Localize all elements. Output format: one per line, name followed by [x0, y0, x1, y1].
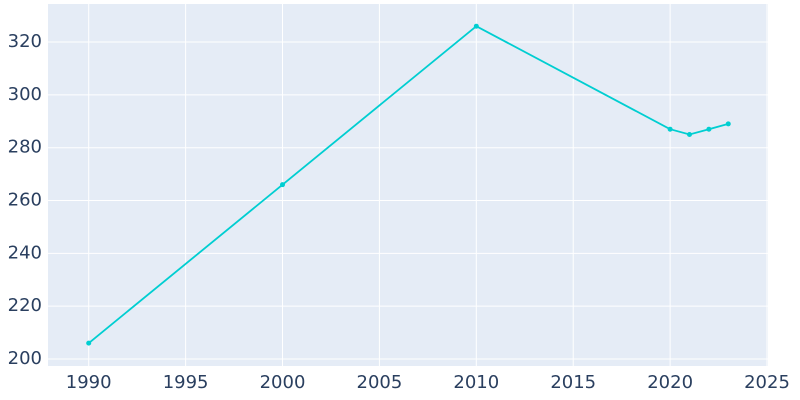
- point: [86, 340, 92, 346]
- y-tick-label: 200: [8, 348, 42, 369]
- point: [706, 126, 712, 132]
- x-tick-label: 2010: [453, 372, 499, 393]
- y-tick-label: 220: [8, 295, 42, 316]
- point: [473, 23, 479, 29]
- x-tick-label: 2025: [744, 372, 790, 393]
- x-tick-label: 2015: [550, 372, 596, 393]
- point: [667, 126, 673, 132]
- point: [687, 131, 693, 137]
- x-tick-label: 1995: [163, 372, 209, 393]
- point: [280, 182, 286, 188]
- plot-area: [48, 4, 768, 366]
- y-tick-label: 320: [8, 31, 42, 52]
- y-tick-label: 260: [8, 190, 42, 211]
- x-tick-label: 1990: [66, 372, 112, 393]
- x-tick-label: 2005: [357, 372, 403, 393]
- y-tick-label: 240: [8, 242, 42, 263]
- y-tick-label: 300: [8, 84, 42, 105]
- x-tick-label: 2020: [647, 372, 693, 393]
- x-tick-label: 2000: [260, 372, 306, 393]
- point: [725, 121, 731, 127]
- y-tick-label: 280: [8, 137, 42, 158]
